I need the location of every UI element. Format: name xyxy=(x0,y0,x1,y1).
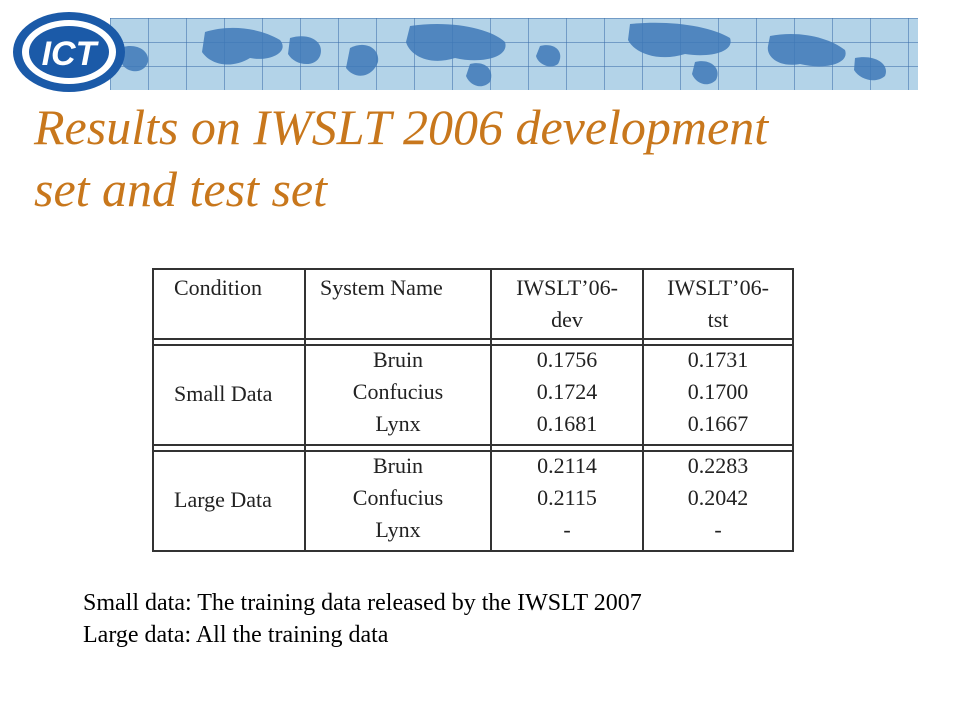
group-condition-small: Small Data xyxy=(174,381,273,406)
table-border-right xyxy=(792,268,794,552)
column-divider xyxy=(490,268,492,552)
dev-cell: 0.2114 0.2115 - xyxy=(537,453,597,542)
table-row: Bruin xyxy=(372,453,424,478)
table-row: Lynx xyxy=(375,517,421,542)
header-dev: IWSLT’06- dev xyxy=(516,275,618,332)
header-banner xyxy=(110,18,918,90)
row-divider xyxy=(152,444,794,446)
system-cell: Bruin Confucius Lynx xyxy=(306,344,490,440)
table-row: Confucius xyxy=(352,379,444,404)
tst-cell: 0.1731 0.1700 0.1667 xyxy=(687,347,749,436)
results-table: Condition System Name IWSLT’06- dev IWSL… xyxy=(152,268,794,552)
row-divider xyxy=(152,450,794,452)
table-row: Confucius xyxy=(352,485,444,510)
table-border-left xyxy=(152,268,154,552)
tst-cell: 0.2283 0.2042 - xyxy=(687,453,749,542)
table-row: Bruin xyxy=(372,347,424,372)
note-large-data: Large data: All the training data xyxy=(83,622,389,648)
system-cell: Bruin Confucius Lynx xyxy=(306,450,490,546)
group-condition-large: Large Data xyxy=(174,487,272,512)
header-tst: IWSLT’06- tst xyxy=(667,275,769,332)
column-divider xyxy=(642,268,644,552)
world-map-graphic xyxy=(120,22,886,87)
page-title: Results on IWSLT 2006 development set an… xyxy=(34,96,934,220)
ict-logo: ICT xyxy=(10,10,128,94)
logo-text: ICT xyxy=(42,35,100,73)
table-border-top xyxy=(152,268,794,270)
row-divider xyxy=(152,344,794,346)
row-divider xyxy=(152,338,794,340)
header-condition: Condition xyxy=(174,275,263,300)
notes: Small data: The training data released b… xyxy=(83,587,903,651)
header-system-name: System Name xyxy=(320,275,443,300)
dev-cell: 0.1756 0.1724 0.1681 xyxy=(536,347,598,436)
table-row: Lynx xyxy=(375,411,421,436)
table-border-bottom xyxy=(152,550,794,552)
title-line-2: set and test set xyxy=(34,161,328,217)
note-small-data: Small data: The training data released b… xyxy=(83,590,642,616)
column-divider xyxy=(304,268,306,552)
title-line-1: Results on IWSLT 2006 development xyxy=(34,99,769,155)
